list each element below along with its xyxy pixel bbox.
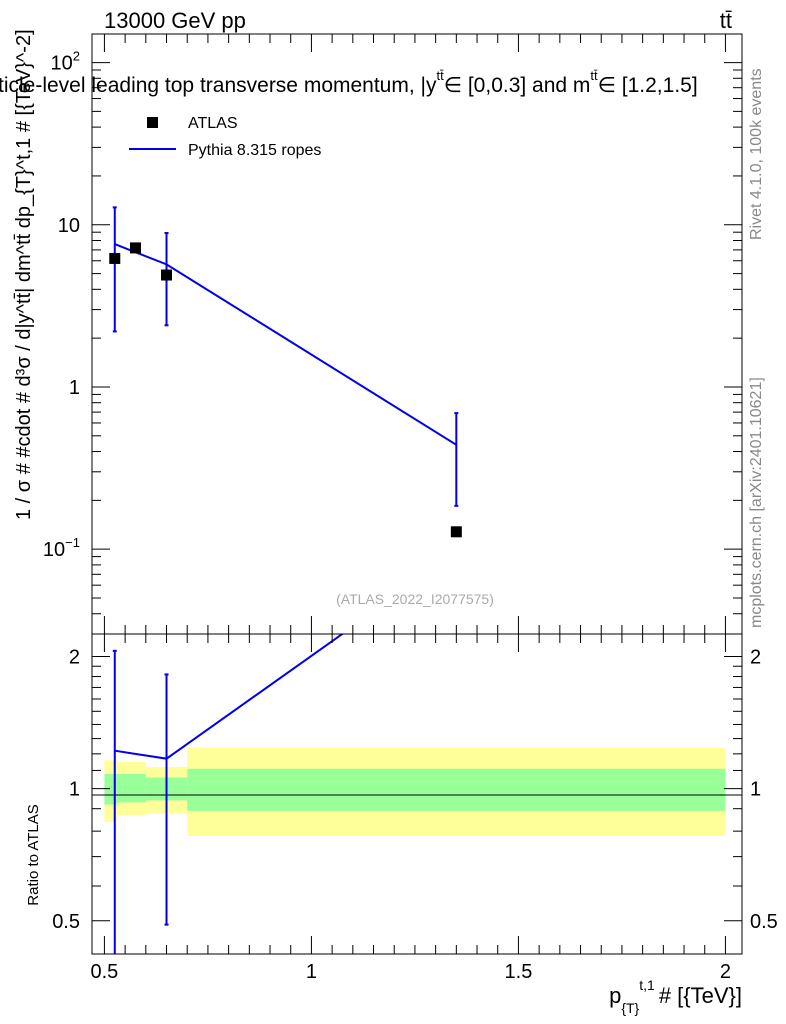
ratio-panel: 0.5 0.5 1 1 2 2 xyxy=(52,633,778,955)
mcplots-label: mcplots.cern.ch [arXiv:2401.10621] xyxy=(748,377,765,628)
x-tick-label: 1.5 xyxy=(505,961,533,983)
atlas-point xyxy=(109,252,121,264)
x-tick-label: 1 xyxy=(306,961,317,983)
ratio-band-inner xyxy=(104,773,117,805)
x-tick-labels: 0.5 1 1.5 2 xyxy=(91,961,731,983)
ratio-frame xyxy=(91,633,743,955)
header-process: tt̄ xyxy=(720,8,732,33)
ratio-band-inner xyxy=(187,768,726,811)
ratio-band-inner xyxy=(116,773,146,803)
main-panel: 10−1 1 10 102 (ATLAS_2022_I2077575) xyxy=(43,33,743,635)
atlas-point xyxy=(161,269,173,281)
y-axis-label: 1 / σ # #cdot # d³σ / d|y^tt̄| dm^tt̄ dp… xyxy=(13,29,35,520)
header-energy: 13000 GeV pp xyxy=(104,8,246,33)
main-axis-ticks xyxy=(92,34,742,635)
rivet-version-label: Rivet 4.1.0, 100k events xyxy=(748,68,765,240)
x-axis-label: p{T}t,1 # [{TeV}] xyxy=(609,977,742,1016)
legend-atlas-marker xyxy=(147,117,158,128)
y-tick-label: 10 xyxy=(58,215,80,237)
ratio-tick-label-left: 1 xyxy=(69,779,80,801)
atlas-point xyxy=(450,526,462,538)
ratio-tick-label-left: 0.5 xyxy=(52,911,80,933)
main-data xyxy=(109,206,462,538)
y-tick-label: 10−1 xyxy=(43,535,80,561)
ratio-y-axis-label: Ratio to ATLAS xyxy=(25,804,42,905)
legend-atlas-label: ATLAS xyxy=(188,115,238,132)
ratio-tick-label-left: 2 xyxy=(69,646,80,668)
atlas-point xyxy=(129,242,141,254)
ratio-axis-ticks xyxy=(92,634,742,954)
ratio-tick-label-right: 2 xyxy=(750,646,761,668)
y-tick-label: 102 xyxy=(51,49,80,75)
plot-title: ticle-level leading top transverse momen… xyxy=(0,68,698,97)
x-tick-label: 0.5 xyxy=(91,961,119,983)
ratio-band-inner xyxy=(145,777,167,801)
ratio-band-inner xyxy=(166,777,188,801)
ratio-tick-label-right: 1 xyxy=(750,779,761,801)
ratio-data xyxy=(112,634,344,954)
ratio-clipped-group xyxy=(112,634,344,954)
legend: ATLAS Pythia 8.315 ropes xyxy=(129,115,321,159)
y-tick-label: 1 xyxy=(69,377,80,399)
ratio-tick-label-right: 0.5 xyxy=(750,911,778,933)
ratio-tick-labels: 0.5 0.5 1 1 2 2 xyxy=(52,646,778,932)
legend-pythia-label: Pythia 8.315 ropes xyxy=(188,142,321,159)
x-tick-label: 2 xyxy=(720,961,731,983)
main-y-tick-labels: 10−1 1 10 102 xyxy=(43,49,80,562)
analysis-label: (ATLAS_2022_I2077575) xyxy=(336,591,494,607)
ratio-uncertainty-bands xyxy=(104,747,726,836)
